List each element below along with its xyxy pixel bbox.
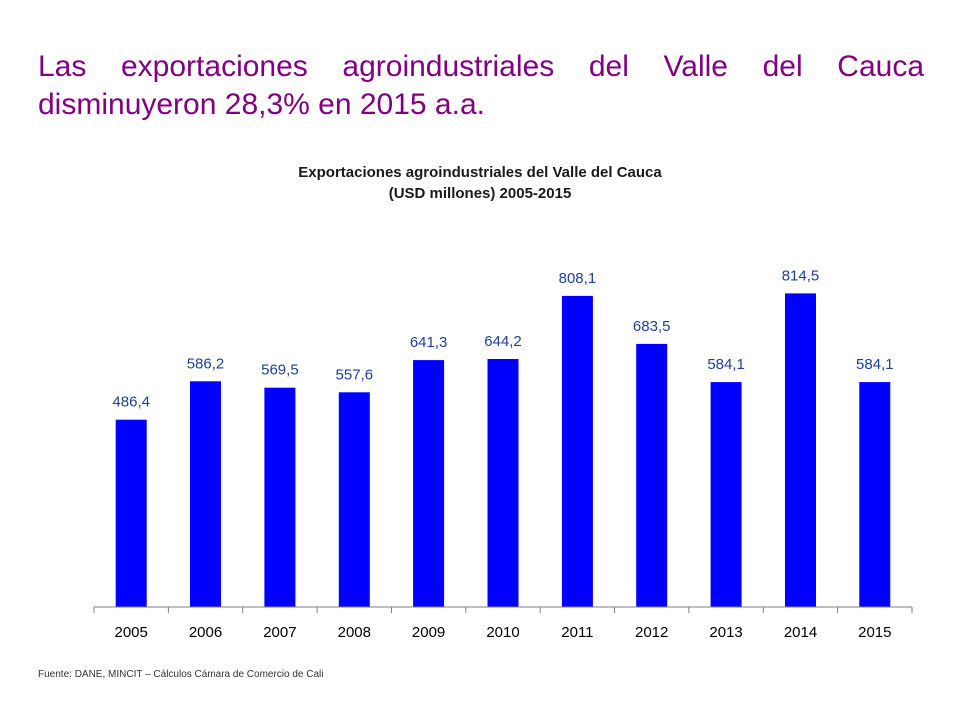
data-label: 584,1 [856,356,894,373]
slide-headline: Las exportaciones agroindustriales del V… [38,50,924,121]
data-label: 641,3 [410,334,448,351]
x-tick-label: 2010 [486,624,519,641]
bar [264,387,296,607]
chart-title: Exportaciones agroindustriales del Valle… [180,162,780,204]
x-tick-label: 2013 [709,624,742,641]
bar [338,392,370,607]
x-tick-label: 2014 [784,624,817,641]
data-label: 814,5 [782,267,820,284]
x-tick-label: 2005 [115,624,148,641]
data-label: 584,1 [707,356,745,373]
bar [487,359,519,607]
x-tick-label: 2011 [561,624,593,641]
x-tick-label: 2009 [412,624,445,641]
bar [859,382,891,607]
x-tick-label: 2015 [858,624,891,641]
data-label: 569,5 [261,362,299,379]
x-tick-label: 2012 [635,624,668,641]
data-label: 486,4 [112,394,150,411]
data-label: 683,5 [633,318,671,335]
chart-title-line-1: Exportaciones agroindustriales del Valle… [298,164,662,181]
x-tick-label: 2006 [189,624,222,641]
data-label: 586,2 [187,355,225,372]
source-footnote: Fuente: DANE, MINCIT – Cálculos Cámara d… [38,669,324,680]
bar [785,293,816,607]
x-tick-label: 2008 [338,624,371,641]
chart-title-line-2: (USD millones) 2005-2015 [388,185,572,202]
bar [710,382,742,607]
data-label: 808,1 [559,270,597,287]
bar [115,419,147,607]
data-label: 644,2 [484,333,522,350]
bar [561,295,593,607]
x-tick-label: 2007 [263,624,296,641]
bar [190,381,221,607]
bar [636,343,668,607]
bar [413,360,445,607]
data-label: 557,6 [336,366,374,383]
